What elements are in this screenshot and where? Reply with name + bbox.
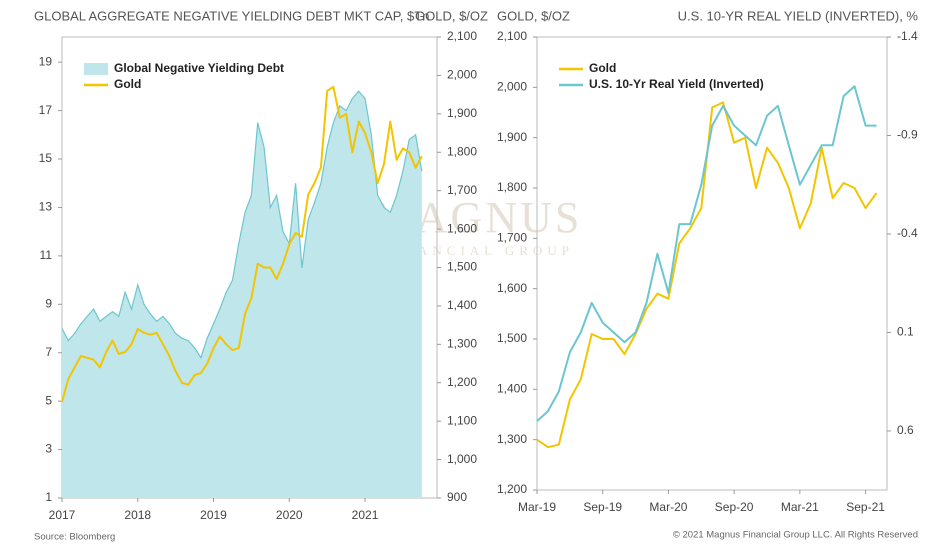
- y2-tick-label: 1,000: [447, 452, 477, 466]
- legend-label: Gold: [589, 61, 616, 75]
- y2-tick-label: 900: [447, 490, 467, 504]
- y-tick-label: 7: [45, 345, 52, 359]
- copyright: © 2021 Magnus Financial Group LLC. All R…: [673, 530, 918, 541]
- y-tick-label: 2,000: [497, 80, 527, 94]
- y2-tick-label: 1,600: [447, 221, 477, 235]
- y-tick-label: 2,100: [497, 29, 527, 43]
- y2-tick-label: 2,000: [447, 68, 477, 82]
- x-tick-label: 2017: [49, 508, 76, 522]
- y2-tick-label: 1,300: [447, 337, 477, 351]
- x-tick-label: Sep-20: [715, 500, 754, 514]
- area-edge: [61, 90, 423, 359]
- y-tick-label: 1,700: [497, 231, 527, 245]
- y-tick-label: 1,300: [497, 432, 527, 446]
- y-tick-label: 1,600: [497, 281, 527, 295]
- y2-tick-label: 1,400: [447, 298, 477, 312]
- y-tick-label: 1: [45, 490, 52, 504]
- y2-tick-label: 1,100: [447, 413, 477, 427]
- area: [62, 91, 422, 498]
- x-tick-label: Mar-19: [518, 500, 556, 514]
- legend-label: U.S. 10-Yr Real Yield (Inverted): [589, 77, 764, 91]
- x-tick-label: 2019: [200, 508, 227, 522]
- y-tick-label: 15: [39, 151, 53, 165]
- y2-tick-label: -0.9: [897, 128, 918, 142]
- line: [536, 85, 877, 422]
- x-tick-label: Mar-20: [649, 500, 687, 514]
- y2-tick-label: 1,700: [447, 183, 477, 197]
- y-tick-label: 13: [39, 200, 53, 214]
- y-tick-label: 1,200: [497, 482, 527, 496]
- y2-tick-label: 2,100: [447, 29, 477, 43]
- y-tick-label: 19: [39, 54, 53, 68]
- y2-tick-label: 1,200: [447, 375, 477, 389]
- source-note: Source: Bloomberg: [34, 532, 115, 543]
- y-axis-title: GOLD, $/OZ: [497, 8, 570, 23]
- y-tick-label: 1,900: [497, 130, 527, 144]
- y-tick-label: 11: [40, 248, 53, 262]
- legend-label: Global Negative Yielding Debt: [114, 61, 284, 75]
- y-tick-label: 1,400: [497, 382, 527, 396]
- y2-tick-label: 1,800: [447, 144, 477, 158]
- x-tick-label: Sep-21: [846, 500, 885, 514]
- x-tick-label: 2021: [352, 508, 379, 522]
- y2-tick-label: -1.4: [897, 29, 918, 43]
- y2-tick-label: 1,900: [447, 106, 477, 120]
- x-tick-label: 2018: [124, 508, 151, 522]
- plot-frame: [536, 36, 888, 491]
- legend-label: Gold: [114, 77, 141, 91]
- legend-swatch: [84, 63, 108, 75]
- y-tick-label: 3: [45, 442, 52, 456]
- y-tick-label: 1,500: [497, 331, 527, 345]
- y2-axis-title: GOLD, $/OZ: [415, 8, 488, 23]
- line: [61, 85, 423, 403]
- x-tick-label: Sep-19: [583, 500, 622, 514]
- y2-axis-title: U.S. 10-YR REAL YIELD (INVERTED), %: [678, 8, 919, 23]
- chart-title: GLOBAL AGGREGATE NEGATIVE YIELDING DEBT …: [34, 8, 429, 23]
- x-tick-label: 2020: [276, 508, 303, 522]
- x-tick-label: Mar-21: [781, 500, 819, 514]
- y-tick-label: 5: [45, 393, 52, 407]
- y2-tick-label: 0.6: [897, 423, 914, 437]
- watermark-sub: FINANCIAL GROUP: [382, 243, 574, 258]
- y2-tick-label: 1,500: [447, 260, 477, 274]
- y-tick-label: 17: [39, 103, 53, 117]
- y-tick-label: 9: [45, 296, 52, 310]
- y2-tick-label: 0.1: [897, 325, 914, 339]
- y2-tick-label: -0.4: [897, 226, 918, 240]
- y-tick-label: 1,800: [497, 180, 527, 194]
